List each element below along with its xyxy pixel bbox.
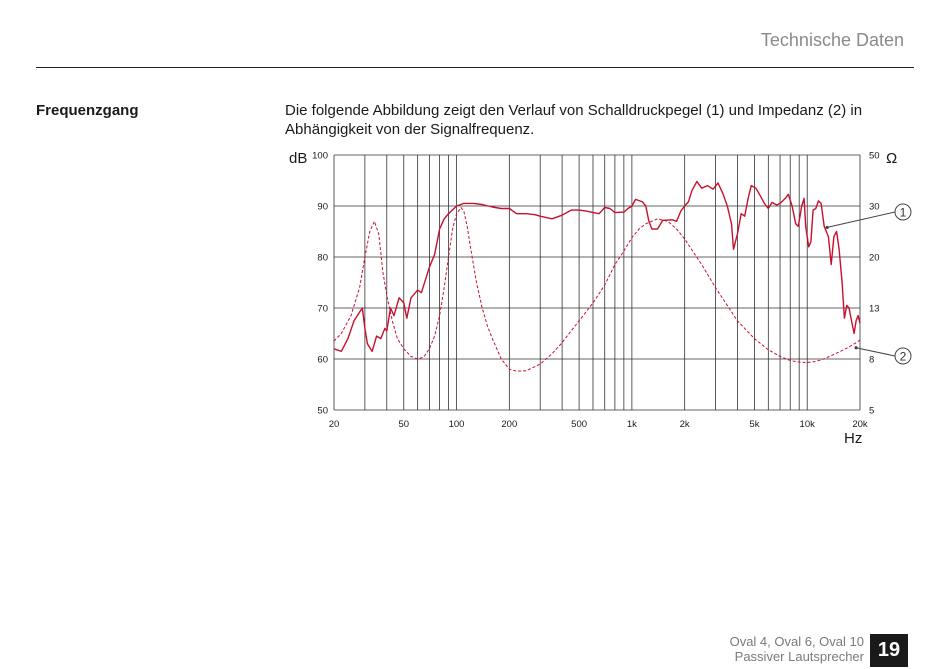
page-number: 19 [870,634,908,667]
section-text: Die folgende Abbildung zeigt den Verlauf… [285,102,863,138]
header-rule [36,67,914,68]
y-axis-label-right: Ω [886,150,897,167]
x-tick-label: 200 [501,419,517,430]
footer-product: Oval 4, Oval 6, Oval 10 [729,634,864,649]
x-tick-label: 2k [680,419,690,430]
x-axis-label: Hz [844,430,862,447]
x-tick-label: 20 [329,419,340,430]
y-tick-label-left: 80 [317,253,328,264]
callout-circle [894,203,912,221]
x-tick-label: 500 [571,419,587,430]
y-tick-label-left: 100 [312,151,328,162]
y-tick-label-left: 60 [317,355,328,366]
section-heading: Frequenzgang [36,102,139,119]
callout-line [855,347,896,357]
footer-text: Oval 4, Oval 6, Oval 10 Passiver Lautspr… [730,634,864,664]
chart-curves [333,180,861,372]
y-tick-label-left: 90 [317,202,328,213]
callout-label: 2 [900,350,907,364]
y-tick-label-right: 8 [869,355,874,366]
y-tick-label-left: 50 [317,406,328,417]
y-tick-label-right: 5 [869,406,874,417]
chart-ticks: 20 50 100 200 500 1k 2k 5k 10k 20k100908070605050… [312,151,879,431]
x-tick-label: 1k [627,419,637,430]
x-tick-label: 20k [852,419,868,430]
impedance-curve [333,207,861,372]
callout-circle [894,347,912,365]
y-tick-label-right: 50 [869,151,880,162]
x-tick-label: 10k [800,419,816,430]
footer-subtitle: Passiver Lautsprecher [734,649,864,664]
header-title: Technische Daten [760,30,904,50]
x-tick-label: 50 [398,419,409,430]
callout-label: 1 [900,206,907,220]
spl-curve [333,180,861,353]
y-tick-label-right: 13 [869,304,880,315]
callout-dot [854,346,858,350]
chart-annotations: 12 [825,203,912,365]
y-tick-label-left: 70 [317,304,328,315]
y-axis-label-left: dB [289,150,307,167]
callout-dot [825,225,829,230]
chart-grid [333,154,861,411]
callout-line [827,211,896,228]
y-tick-label-right: 30 [869,202,880,213]
x-tick-label: 100 [449,419,465,430]
y-tick-label-right: 20 [869,253,880,264]
x-tick-label: 5k [749,419,759,430]
